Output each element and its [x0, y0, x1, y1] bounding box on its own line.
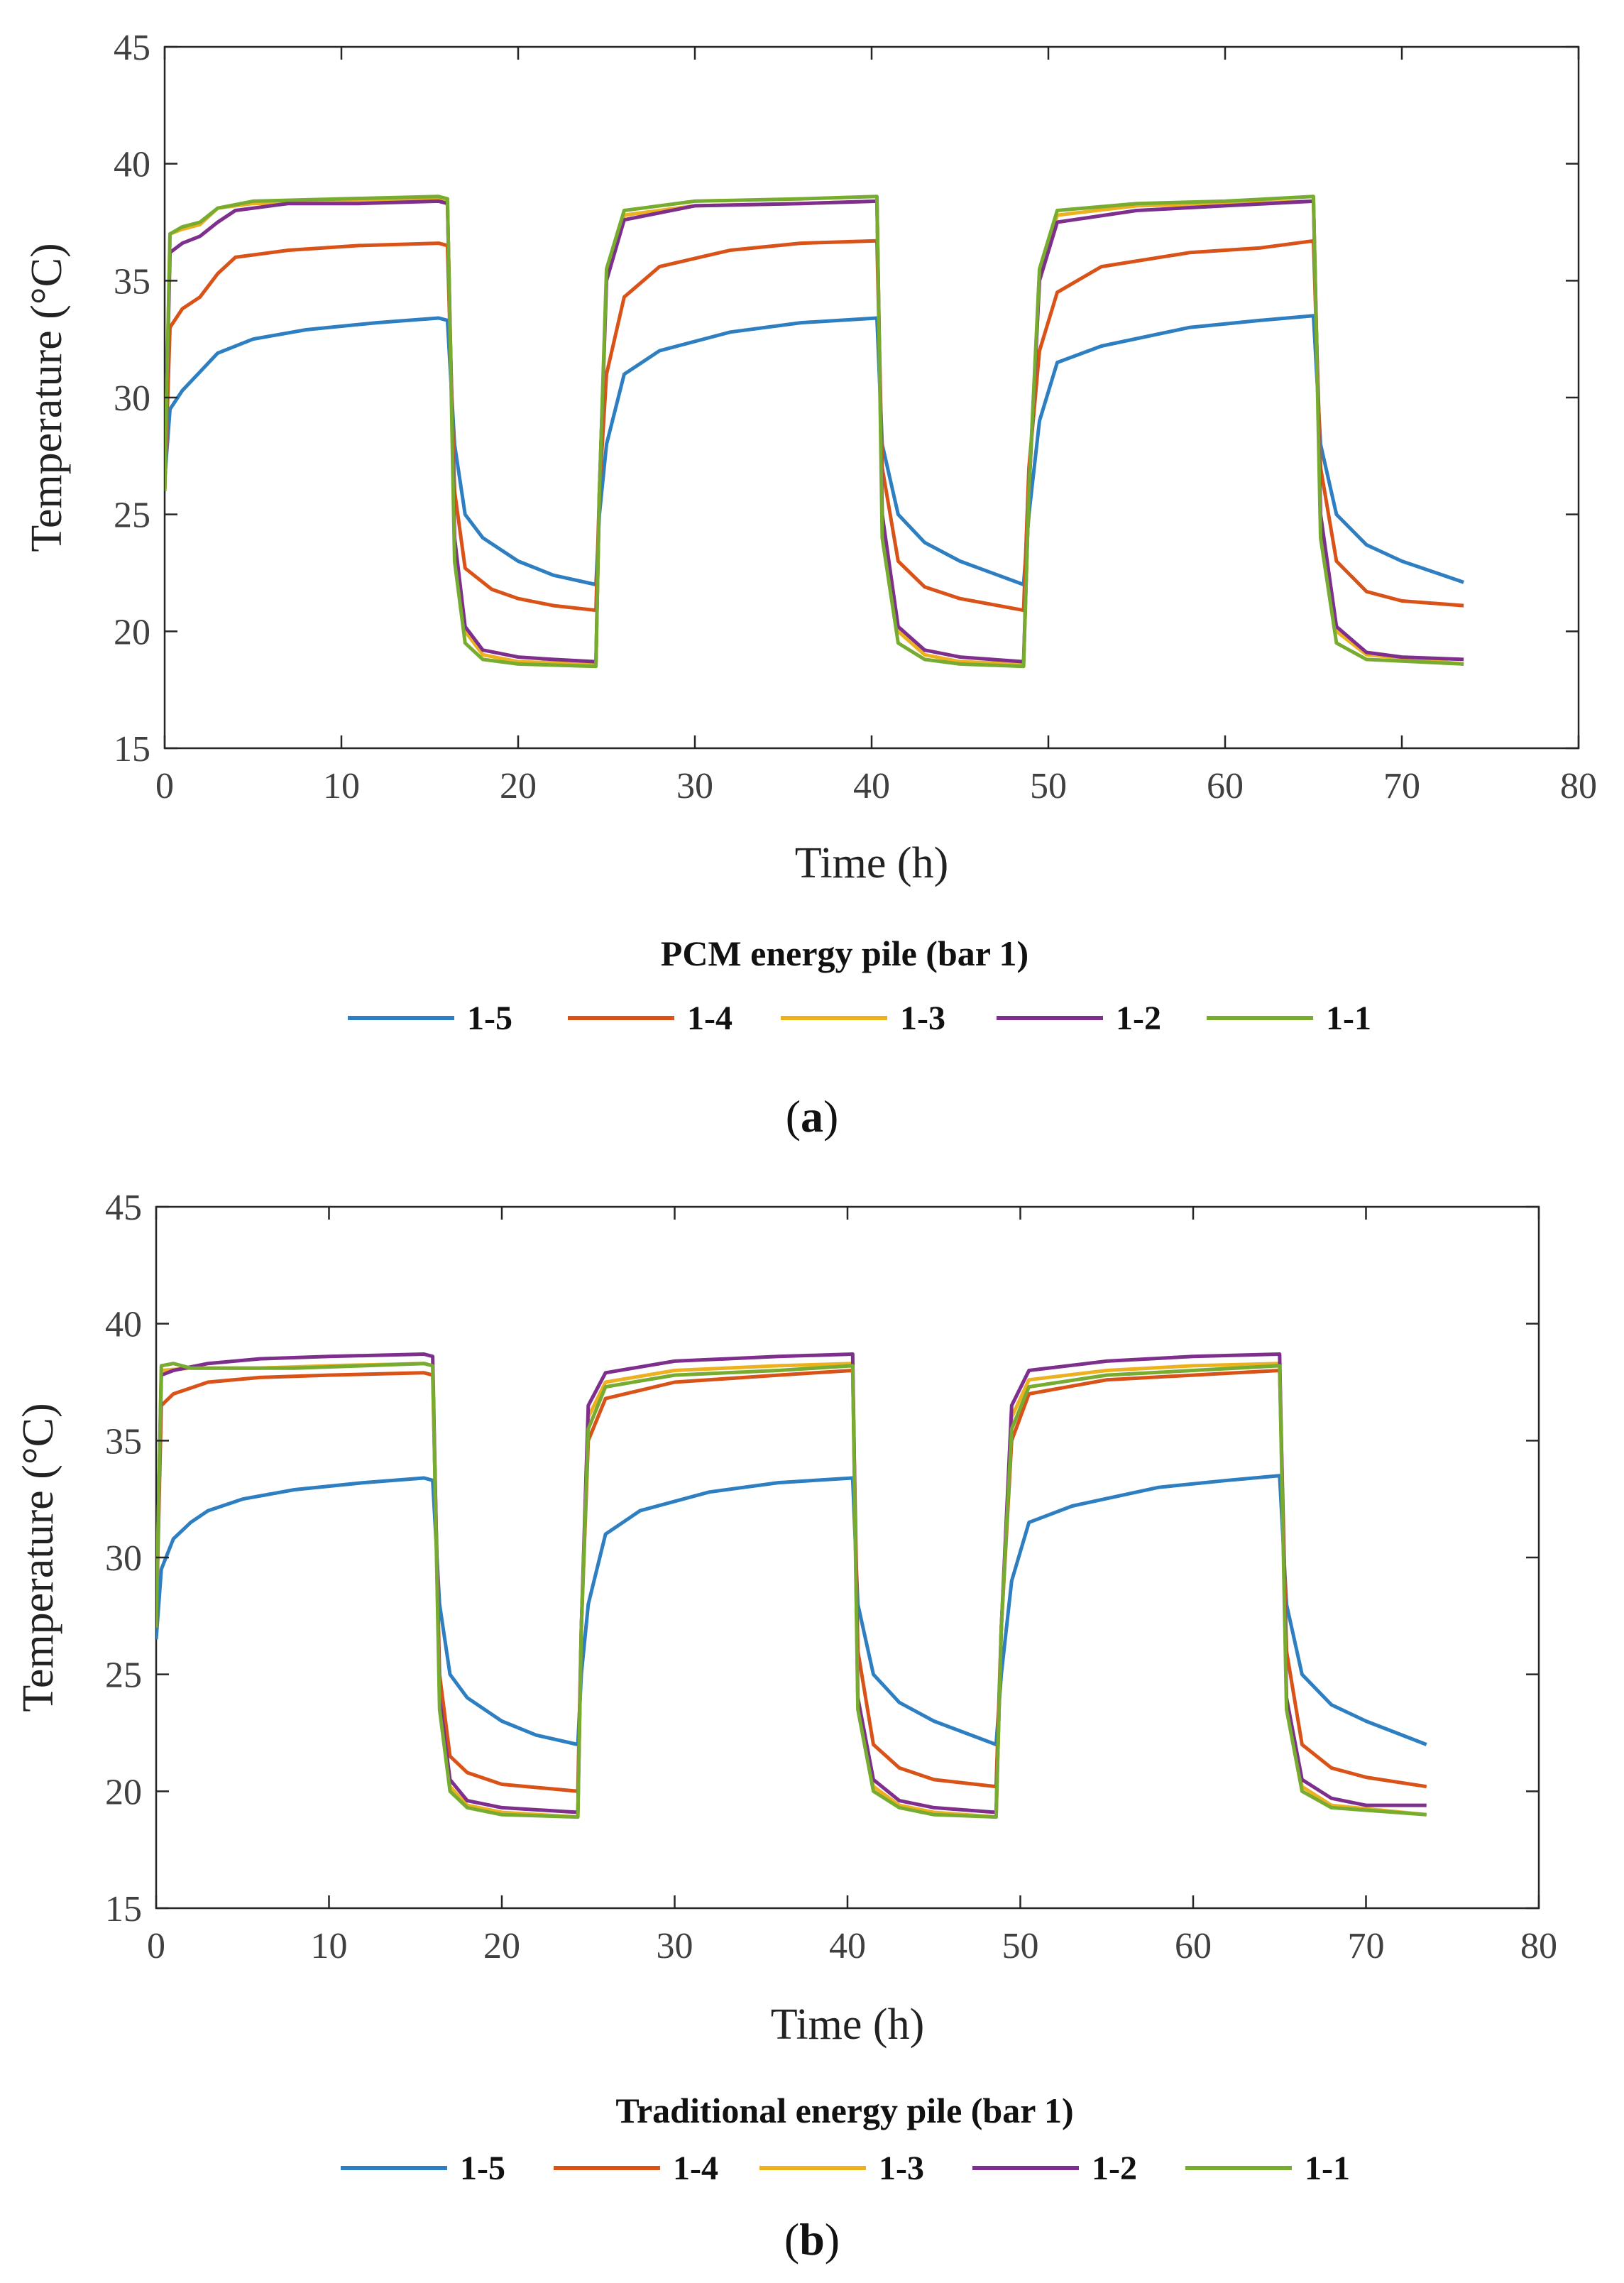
series-line-1-5 — [165, 314, 1464, 586]
y-tick-label: 45 — [105, 1188, 142, 1228]
y-tick-label: 35 — [114, 261, 150, 302]
plot-area — [155, 1205, 1540, 1910]
x-tick-label: 20 — [483, 1926, 520, 1966]
x-tick-label: 60 — [1207, 766, 1244, 806]
x-tick-label: 80 — [1520, 1926, 1557, 1966]
y-tick-label: 15 — [105, 1889, 142, 1929]
legend-label-1-3: 1-3 — [879, 2150, 924, 2187]
legend-title: Traditional energy pile (bar 1) — [615, 2091, 1073, 2130]
x-axis-label: Time (h) — [771, 2000, 924, 2049]
x-tick-label: 10 — [323, 766, 360, 806]
x-tick-label: 50 — [1002, 1926, 1039, 1966]
y-tick-label: 15 — [114, 729, 150, 770]
series-line-1-2 — [165, 199, 1464, 664]
y-axis-label: Temperature (°C) — [23, 243, 71, 552]
chart-panel-a: 0 10 20 30 40 50 60 70 80 15 20 25 30 35 40 45 Time (h) T… — [23, 28, 1597, 1142]
x-tick-label: 80 — [1560, 766, 1597, 806]
x-tick-label: 20 — [500, 766, 537, 806]
x-tick-label: 50 — [1030, 766, 1067, 806]
x-tick-label: 0 — [155, 766, 174, 806]
x-tick-label: 60 — [1175, 1926, 1212, 1966]
y-tick-label: 25 — [105, 1655, 142, 1696]
x-axis-label: Time (h) — [795, 839, 948, 887]
y-tick-label: 40 — [105, 1305, 142, 1345]
series-line-1-4 — [165, 239, 1464, 613]
legend-label-1-2: 1-2 — [1116, 1000, 1161, 1037]
y-tick-label: 30 — [105, 1538, 142, 1579]
x-tick-label: 40 — [829, 1926, 866, 1966]
chart-panel-b: 0 10 20 30 40 50 60 70 80 15 20 25 30 35 40 45 Time (h) T… — [14, 1188, 1557, 2265]
legend-label-1-5: 1-5 — [467, 1000, 512, 1037]
caption-open: ( — [784, 2214, 799, 2265]
caption-close: ) — [825, 2214, 840, 2265]
y-tick-label: 25 — [114, 496, 150, 536]
x-tick-label: 40 — [853, 766, 890, 806]
series-line-1-4 — [156, 1369, 1427, 1793]
legend-label-1-1: 1-1 — [1326, 1000, 1371, 1037]
series-line-1-1 — [156, 1362, 1427, 1819]
y-tick-label: 20 — [114, 612, 150, 652]
x-tick-label: 30 — [676, 766, 713, 806]
x-tick-label: 30 — [657, 1926, 693, 1966]
caption-letter: b — [799, 2214, 825, 2265]
y-axis-label: Temperature (°C) — [14, 1403, 62, 1712]
x-tick-label: 10 — [311, 1926, 348, 1966]
series-line-1-5 — [156, 1474, 1427, 1746]
plot-area — [163, 45, 1580, 750]
legend: Traditional energy pile (bar 1) 1-5 1-4 1-3… — [341, 2091, 1350, 2187]
legend: PCM energy pile (bar 1) 1-5 1-4 1-3 1-2 1-1 — [348, 934, 1371, 1037]
legend-label-1-5: 1-5 — [460, 2150, 505, 2187]
y-tick-label: 40 — [114, 145, 150, 185]
x-tick-label: 70 — [1348, 1926, 1385, 1966]
y-tick-label: 45 — [114, 28, 150, 68]
legend-label-1-2: 1-2 — [1092, 2150, 1137, 2187]
series-line-1-2 — [156, 1352, 1427, 1814]
caption-open: ( — [786, 1091, 801, 1142]
legend-label-1-4: 1-4 — [687, 1000, 733, 1037]
legend-label-1-3: 1-3 — [900, 1000, 945, 1037]
legend-label-1-1: 1-1 — [1305, 2150, 1350, 2187]
y-tick-label: 20 — [105, 1772, 142, 1812]
caption-letter: a — [801, 1091, 823, 1142]
y-tick-label: 30 — [114, 378, 150, 419]
caption-close: ) — [823, 1091, 838, 1142]
x-tick-label: 0 — [147, 1926, 165, 1966]
legend-label-1-4: 1-4 — [673, 2150, 718, 2187]
series-line-1-1 — [165, 195, 1464, 669]
y-tick-label: 35 — [105, 1421, 142, 1462]
panel-caption: (a) — [786, 1091, 839, 1142]
panel-caption: (b) — [784, 2214, 840, 2265]
legend-title: PCM energy pile (bar 1) — [661, 934, 1028, 973]
x-tick-label: 70 — [1383, 766, 1420, 806]
